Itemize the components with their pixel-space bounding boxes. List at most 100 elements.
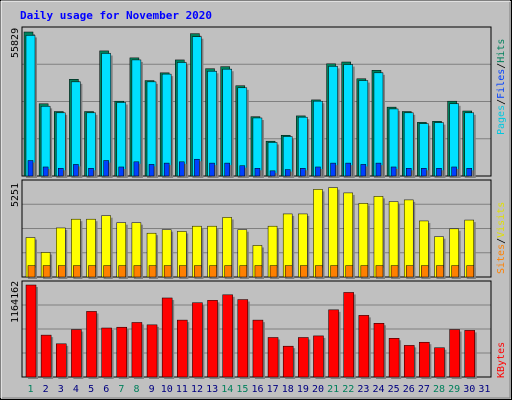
sites-bar xyxy=(209,265,217,278)
files-bar xyxy=(434,122,444,177)
sites-bar xyxy=(179,265,187,278)
files-bar xyxy=(388,108,399,177)
kbytes-ymax-label: 1164162 xyxy=(10,281,21,323)
pages-bar xyxy=(269,170,276,177)
files-bar xyxy=(101,53,111,177)
day-label: 30 xyxy=(463,384,475,395)
day-label: 3 xyxy=(58,384,64,395)
visits-bar xyxy=(328,187,338,278)
sites-bar xyxy=(194,265,202,278)
kbytes-legend: KBytes xyxy=(496,342,507,378)
hits-ymax-label: 55829 xyxy=(10,28,21,58)
files-bar xyxy=(86,112,96,177)
kbytes-bar xyxy=(252,319,264,378)
files-bar xyxy=(146,81,157,177)
visits-bar xyxy=(343,192,353,278)
day-label: 10 xyxy=(161,384,173,395)
files-bar xyxy=(161,73,172,177)
day-label: 31 xyxy=(478,384,490,395)
files-bar xyxy=(116,102,127,177)
kbytes-bar xyxy=(192,302,203,378)
pages-bar xyxy=(179,161,185,177)
day-label: 13 xyxy=(206,384,218,395)
files-bar xyxy=(177,62,187,177)
kbytes-bar xyxy=(131,322,143,378)
kbytes-bar xyxy=(207,300,218,378)
day-label: 4 xyxy=(73,384,79,395)
files-bar xyxy=(358,80,369,177)
sites-bar xyxy=(466,265,474,278)
hits-legend: Pages/Files/Hits xyxy=(496,39,507,135)
pages-bar xyxy=(27,160,34,177)
files-bar xyxy=(298,116,308,177)
kbytes-bar xyxy=(328,309,339,378)
kbytes-bar xyxy=(237,299,249,378)
pages-bar xyxy=(194,158,200,177)
files-bar xyxy=(449,103,459,177)
day-label: 2 xyxy=(43,384,49,395)
day-label: 25 xyxy=(388,384,400,395)
kbytes-bar xyxy=(313,335,324,378)
kbytes-bar xyxy=(358,315,370,378)
day-label: 8 xyxy=(133,384,139,395)
sites-bar xyxy=(163,265,172,278)
sites-bar xyxy=(375,265,384,278)
day-label: 12 xyxy=(191,384,203,395)
kbytes-bar xyxy=(71,329,82,378)
pages-bar xyxy=(118,166,125,177)
sites-bar xyxy=(239,265,248,278)
kbytes-bar xyxy=(101,327,112,378)
legend-slash-2: / xyxy=(496,63,507,69)
sites-bar xyxy=(133,265,142,278)
kbytes-bar xyxy=(146,324,158,378)
pages-bar xyxy=(239,165,246,177)
sites-bar xyxy=(345,265,353,278)
kbytes-bar xyxy=(177,319,188,378)
kbytes-bar xyxy=(434,347,445,378)
legend-sites: Sites xyxy=(496,244,507,274)
files-bar xyxy=(252,117,263,177)
sites-bar xyxy=(58,265,66,278)
files-bar xyxy=(373,72,384,177)
kbytes-bar xyxy=(56,343,67,378)
pages-bar xyxy=(315,166,321,177)
legend-kbytes: KBytes xyxy=(496,342,507,378)
day-label: 1 xyxy=(28,384,34,395)
sites-bar xyxy=(27,265,36,278)
pages-bar xyxy=(421,168,427,177)
sites-bar xyxy=(315,265,323,278)
files-bar xyxy=(328,66,338,177)
legend-files: Files xyxy=(496,69,507,99)
pages-bar xyxy=(133,161,140,177)
pages-bar xyxy=(224,162,230,177)
sites-bar xyxy=(148,265,157,278)
pages-bar xyxy=(148,164,155,177)
sites-ymax-label: 5251 xyxy=(10,183,21,207)
sites-bar xyxy=(451,265,459,278)
kbytes-bar xyxy=(388,338,400,378)
pages-bar xyxy=(42,166,49,177)
sites-bar xyxy=(73,265,81,278)
day-label: 26 xyxy=(403,384,415,395)
day-label: 16 xyxy=(251,384,263,395)
pages-bar xyxy=(330,162,336,177)
sites-bar xyxy=(300,265,308,278)
files-bar xyxy=(25,35,36,177)
day-label: 14 xyxy=(221,384,233,395)
pages-bar xyxy=(254,168,261,177)
day-label: 23 xyxy=(357,384,369,395)
day-label: 17 xyxy=(267,384,279,395)
kbytes-bar xyxy=(343,292,354,378)
sites-bar xyxy=(421,265,429,278)
pages-bar xyxy=(451,166,457,177)
day-label: 9 xyxy=(149,384,155,395)
pages-bar xyxy=(345,162,351,177)
day-label: 29 xyxy=(448,384,460,395)
kbytes-bar xyxy=(25,284,37,378)
sites-bar xyxy=(360,265,369,278)
kbytes-bar xyxy=(267,337,279,378)
day-label: 6 xyxy=(103,384,109,395)
sites-legend: Sites/Visits xyxy=(496,202,507,274)
chart-title: Daily usage for November 2020 xyxy=(20,9,212,22)
